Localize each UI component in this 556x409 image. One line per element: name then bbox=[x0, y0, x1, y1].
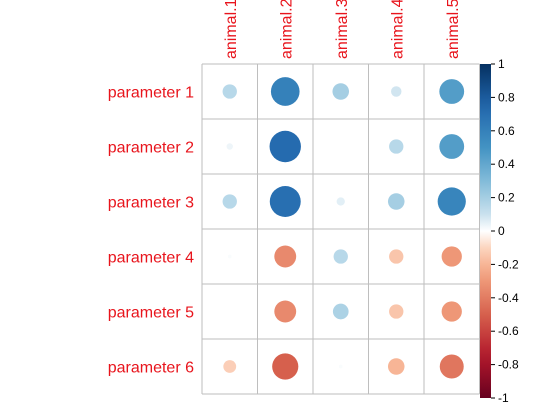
column-label: animal.5 bbox=[445, 0, 462, 59]
legend-tick-label: -0.6 bbox=[498, 324, 519, 338]
column-label: animal.2 bbox=[278, 0, 295, 59]
row-label: parameter 6 bbox=[108, 360, 194, 377]
legend-tick-label: -0.8 bbox=[498, 358, 519, 372]
correlation-circle bbox=[439, 134, 465, 159]
correlation-circle bbox=[439, 79, 465, 104]
correlation-circle bbox=[332, 83, 350, 100]
correlation-circle bbox=[441, 301, 462, 322]
correlation-circle bbox=[387, 358, 405, 375]
correlation-circle bbox=[441, 246, 462, 267]
column-label: animal.3 bbox=[334, 0, 351, 59]
correlation-circle bbox=[332, 303, 349, 320]
column-label: animal.1 bbox=[223, 0, 240, 59]
legend-tick-label: -1 bbox=[498, 391, 509, 405]
legend-tick-label: 0.2 bbox=[498, 191, 515, 205]
correlation-circle bbox=[336, 197, 345, 206]
correlation-circle bbox=[274, 300, 297, 323]
correlation-circle bbox=[226, 143, 233, 150]
correlation-circle bbox=[227, 254, 232, 259]
correlation-circle bbox=[389, 249, 404, 264]
correlation-circle bbox=[274, 245, 297, 268]
legend-tick-label: -0.4 bbox=[498, 291, 519, 305]
correlation-circle bbox=[439, 354, 464, 379]
correlation-circle bbox=[437, 187, 466, 216]
correlation-circle bbox=[269, 130, 301, 163]
correlation-circle bbox=[333, 249, 348, 264]
legend-tick-label: 0.6 bbox=[498, 124, 515, 138]
color-legend: 1 0.8 0.6 0.4 0.2 0 -0.2 -0.4 -0.6 -0.8 -1 bbox=[480, 57, 519, 405]
column-labels: animal.1 animal.2 animal.3 animal.4 animal.5 bbox=[223, 0, 462, 59]
legend-tick-label: -0.2 bbox=[498, 257, 519, 271]
correlation-circle bbox=[338, 364, 343, 369]
correlation-circle bbox=[272, 353, 299, 380]
legend-tick-label: 1 bbox=[498, 57, 505, 71]
correlation-circle bbox=[222, 194, 237, 209]
correlation-circle bbox=[387, 193, 405, 210]
correlation-circle bbox=[223, 360, 237, 373]
color-scale-bar bbox=[480, 64, 491, 398]
correlation-circle bbox=[389, 139, 404, 154]
correlation-circle bbox=[269, 186, 301, 217]
legend-tick-label: 0.8 bbox=[498, 90, 515, 104]
correlation-circle bbox=[222, 84, 237, 99]
legend-tick-label: 0.4 bbox=[498, 157, 515, 171]
row-label: parameter 5 bbox=[108, 305, 194, 322]
row-label: parameter 1 bbox=[108, 85, 194, 102]
circle-layer bbox=[222, 77, 466, 380]
row-label: parameter 4 bbox=[108, 250, 194, 267]
legend-tick-label: 0 bbox=[498, 224, 505, 238]
row-labels: parameter 1 parameter 2 parameter 3 paramet… bbox=[108, 85, 194, 377]
correlation-circle bbox=[270, 77, 300, 106]
row-label: parameter 3 bbox=[108, 195, 194, 212]
row-label: parameter 2 bbox=[108, 140, 194, 157]
column-label: animal.4 bbox=[389, 0, 406, 59]
correlation-circle bbox=[389, 304, 404, 319]
correlation-circle bbox=[391, 86, 402, 97]
grid-layer bbox=[201, 63, 480, 395]
